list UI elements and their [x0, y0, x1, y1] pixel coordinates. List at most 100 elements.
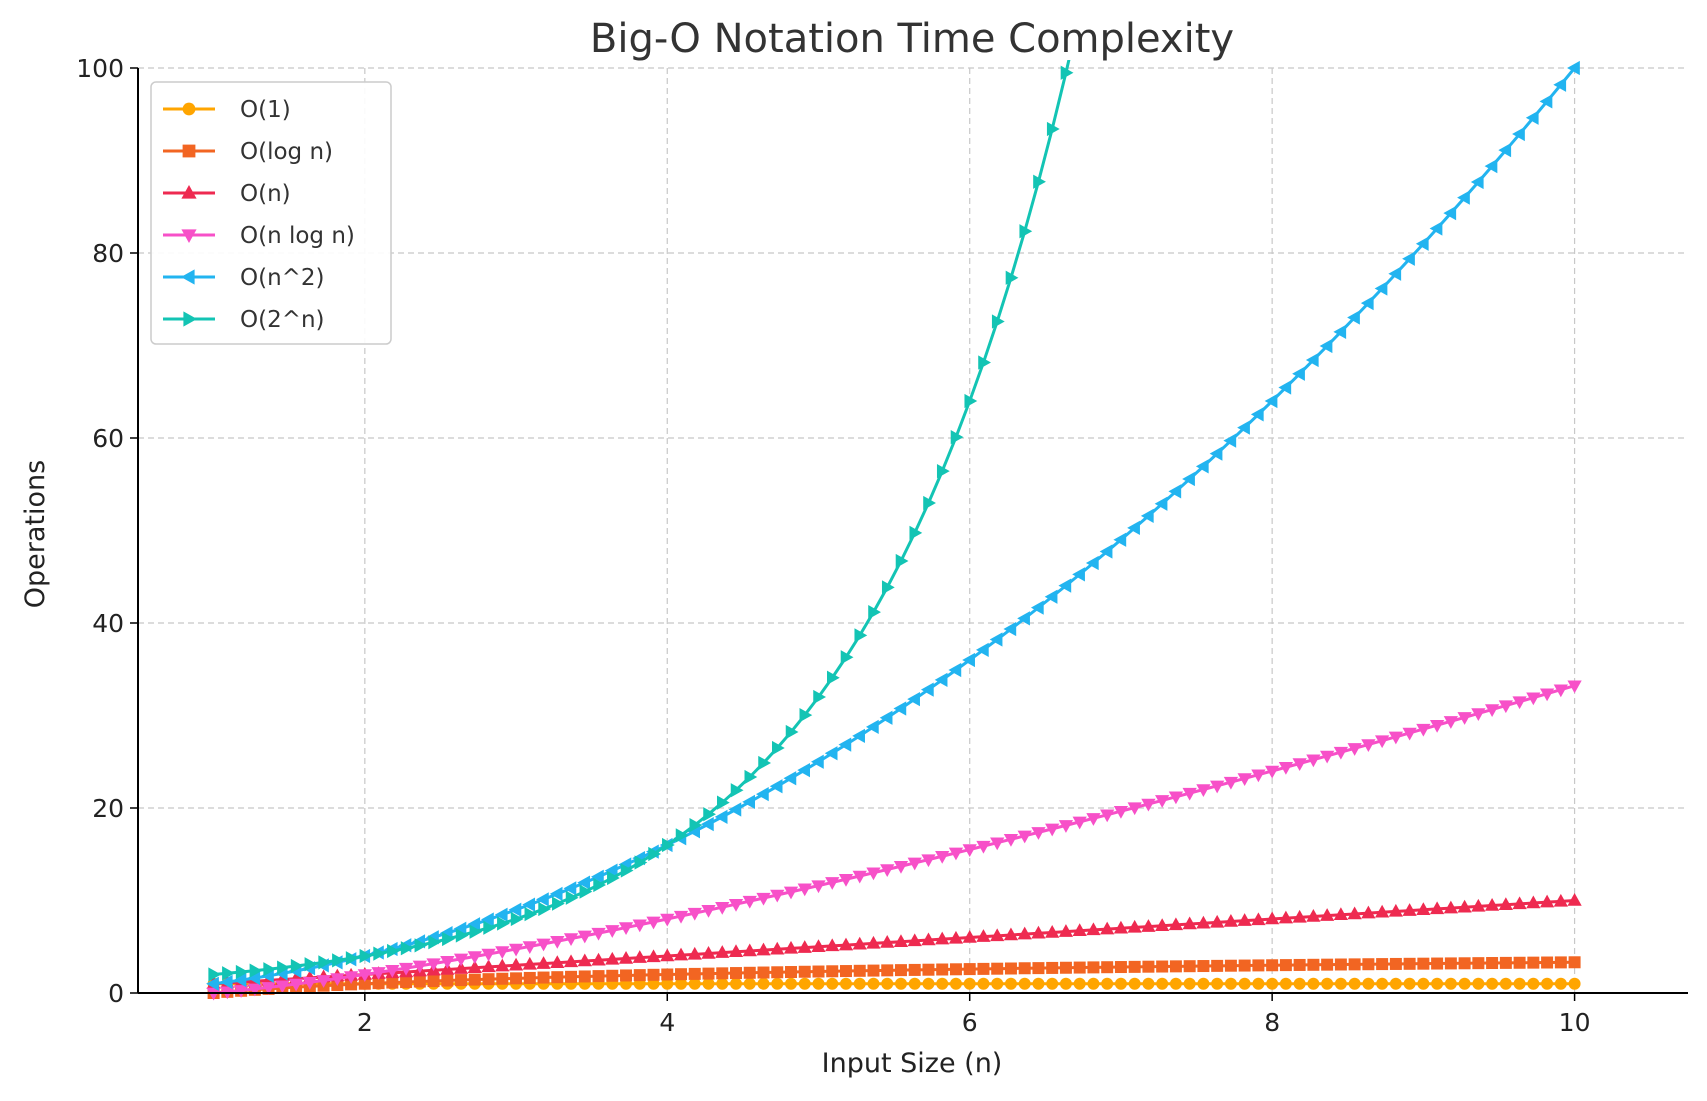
data-point	[1320, 908, 1335, 921]
grid	[138, 67, 1688, 993]
legend-swatch-marker	[181, 269, 195, 285]
data-point	[577, 953, 592, 967]
data-point	[620, 969, 633, 982]
data-point	[591, 869, 604, 884]
data-point	[756, 892, 771, 906]
data-point	[1471, 898, 1486, 912]
data-point	[1140, 508, 1154, 524]
data-point	[962, 652, 975, 668]
data-point	[770, 941, 785, 955]
data-point	[703, 807, 717, 822]
data-point	[1251, 912, 1266, 926]
data-point	[977, 977, 990, 990]
data-point	[1237, 420, 1250, 435]
data-point	[1360, 295, 1374, 311]
data-point	[962, 844, 977, 858]
data-point	[1195, 459, 1209, 474]
data-point	[1046, 121, 1060, 137]
data-point	[1237, 773, 1252, 786]
data-point	[1114, 977, 1127, 990]
data-point	[277, 960, 290, 975]
data-point	[920, 682, 934, 697]
data-point	[481, 959, 496, 973]
data-point	[453, 921, 467, 936]
data-point	[1266, 959, 1279, 972]
data-point	[839, 965, 852, 978]
data-point	[1553, 684, 1568, 698]
data-point	[1086, 922, 1101, 936]
data-point	[1252, 977, 1265, 990]
data-point	[565, 970, 578, 983]
data-point	[742, 895, 757, 909]
data-point	[1209, 446, 1223, 461]
data-point	[769, 779, 783, 794]
data-point	[838, 937, 854, 951]
data-point	[604, 863, 618, 878]
data-point	[1484, 898, 1500, 911]
data-point	[1223, 914, 1239, 927]
data-point	[675, 977, 688, 990]
data-point	[1278, 762, 1294, 775]
data-point	[1553, 77, 1567, 92]
x-tick-label: 4	[659, 1008, 675, 1037]
data-point	[964, 393, 978, 409]
data-point	[633, 969, 646, 982]
data-point	[1512, 896, 1527, 910]
data-point	[810, 754, 824, 769]
data-point	[358, 977, 371, 990]
data-point	[688, 967, 701, 980]
data-point	[468, 973, 481, 986]
data-point	[1156, 977, 1169, 990]
data-point	[1306, 754, 1321, 768]
data-point	[647, 968, 660, 981]
data-point	[455, 974, 468, 987]
data-point	[1334, 977, 1347, 990]
data-point	[606, 969, 619, 982]
data-point	[989, 632, 1003, 647]
data-point	[936, 977, 949, 990]
data-point	[400, 941, 414, 956]
data-point	[538, 901, 552, 917]
data-point	[838, 873, 854, 887]
data-point	[1416, 902, 1431, 915]
data-point	[716, 967, 729, 980]
data-point	[811, 880, 826, 894]
data-point	[755, 787, 769, 802]
data-point	[1018, 977, 1031, 990]
data-point	[1127, 919, 1142, 933]
data-point	[689, 817, 703, 833]
data-point	[728, 802, 742, 817]
data-point	[632, 950, 647, 963]
data-point	[702, 967, 715, 980]
data-point	[537, 971, 550, 984]
data-point	[1113, 920, 1129, 934]
data-point	[1362, 958, 1375, 971]
data-point	[1348, 977, 1361, 990]
data-point	[783, 886, 799, 900]
data-point	[701, 817, 714, 832]
legend-label: O(log n)	[240, 139, 333, 165]
data-point	[797, 762, 810, 778]
data-point	[784, 966, 797, 979]
y-tick-label: 20	[92, 794, 124, 823]
data-point	[536, 892, 549, 907]
data-point	[714, 809, 728, 824]
data-point	[688, 977, 701, 990]
data-point	[1196, 784, 1211, 798]
data-point	[771, 977, 784, 990]
data-point	[853, 977, 866, 990]
data-point	[865, 719, 879, 735]
data-point	[1431, 977, 1444, 990]
data-point	[839, 977, 852, 990]
data-point	[1156, 960, 1169, 973]
data-point	[948, 930, 964, 944]
data-point	[922, 977, 935, 990]
data-point	[1182, 787, 1197, 801]
data-point	[1004, 977, 1017, 990]
data-point	[1472, 957, 1485, 970]
data-point	[811, 939, 826, 952]
data-point	[687, 946, 702, 960]
legend-label: O(n^2)	[240, 265, 325, 291]
data-point	[785, 724, 799, 740]
data-point	[715, 945, 730, 958]
